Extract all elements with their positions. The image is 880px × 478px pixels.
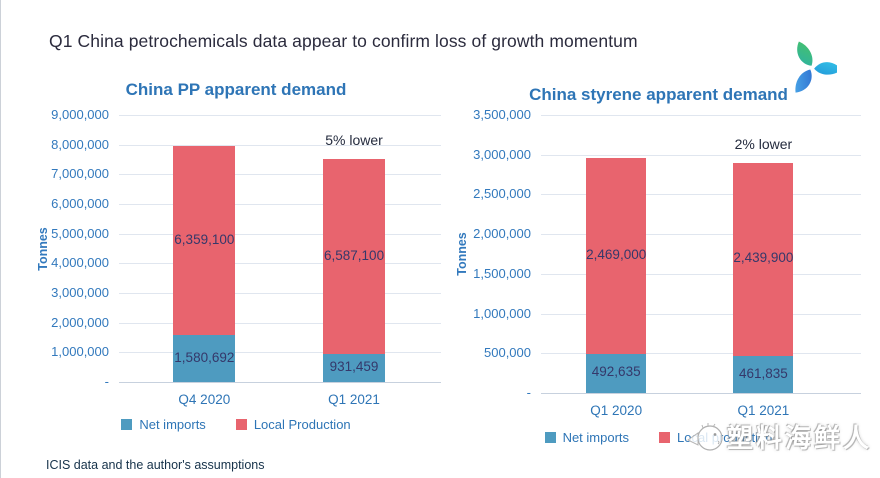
bar-value-label: 2,469,000 [586,246,647,262]
legend-marker-icon [544,432,556,443]
blowfish-icon [687,422,723,451]
y-tick-label: 500,000 [484,345,531,361]
y-tick-label: 1,500,000 [473,265,531,281]
y-tick-label: 1,000,000 [51,344,109,360]
legend-label: Local Production [253,417,351,432]
legend-marker-icon [659,432,671,443]
page-title: Q1 China petrochemicals data appear to c… [49,31,638,51]
chart-title: China PP apparent demand [125,80,347,99]
gridline [119,382,441,383]
y-tick-label: 2,000,000 [51,314,109,330]
legend-item: Net imports [544,430,630,445]
y-tick-label: 3,500,000 [473,107,531,122]
y-tick-label: 3,000,000 [51,285,109,300]
legend-item: Local Production [235,417,351,432]
y-tick-label: 6,000,000 [51,196,109,211]
bar-value-label: 931,459 [329,359,379,375]
bar-value-label: 492,635 [591,364,641,380]
gridline [119,115,441,116]
gridline [541,115,861,116]
gridline [541,393,861,394]
legend-marker-icon [121,419,133,430]
watermark-text: 塑料海鲜人 [727,423,873,453]
category-label: Q1 2021 [328,392,380,407]
gridline [119,352,441,354]
bar-segment [733,162,794,357]
y-tick-label: - [104,374,109,389]
annotation: 2% lower [734,135,793,152]
gridline [119,263,441,265]
gridline [119,204,441,205]
bar-segment [323,354,386,382]
bar-segment [173,146,236,336]
legend-item: Net imports [121,417,206,432]
gridline [119,293,441,294]
legend-label: Net imports [562,430,630,445]
y-tick-label: 2,000,000 [473,226,531,242]
bar-segment [586,157,647,354]
bar-value-label: 6,587,100 [324,247,385,263]
bar-value-label: 2,439,900 [733,250,794,266]
chart-title: China styrene apparent demand [529,85,788,104]
source-note: ICIS data and the author's assumptions [46,458,265,472]
gridline [119,322,441,324]
y-tick-label: 9,000,000 [51,107,109,122]
chart-pp-apparent-demand: China PP apparent demand Tonnes Net impo… [21,75,451,460]
gridline [541,353,861,355]
category-label: Q1 2020 [590,403,643,418]
legend-label: Net imports [139,417,206,432]
bar-segment [733,356,794,393]
chart-styrene-apparent-demand: China styrene apparent demand Tonnes Net… [446,75,871,470]
gridline [119,174,441,176]
bar-value-label: 6,359,100 [174,231,235,247]
gridline [541,154,861,156]
bar-segment [173,335,236,382]
y-tick-label: - [526,385,531,400]
gridline [541,313,861,315]
annotation: 5% lower [325,131,383,148]
legend: Net imports Local Production [21,417,451,432]
y-tick-label: 8,000,000 [51,136,109,152]
bar-segment [323,158,386,355]
y-tick-label: 7,000,000 [51,166,109,182]
gridline [119,144,441,146]
y-tick-label: 3,000,000 [473,146,531,162]
legend-marker-icon [235,419,247,430]
icis-pinwheel-logo-icon [795,41,837,93]
gridline [541,234,861,236]
gridline [541,273,861,275]
gridline [119,233,441,235]
y-tick-label: 4,000,000 [51,255,109,271]
category-label: Q4 2020 [178,392,231,407]
watermark: 塑料海鲜人 [685,418,872,455]
y-tick-label: 5,000,000 [51,225,109,241]
bar-value-label: 461,835 [738,365,788,381]
y-tick-label: 2,500,000 [473,186,531,202]
category-label: Q1 2021 [737,403,790,418]
bar-value-label: 1,580,692 [174,349,235,365]
gridline [541,194,861,196]
y-tick-label: 1,000,000 [473,305,531,321]
bar-segment [586,353,647,393]
